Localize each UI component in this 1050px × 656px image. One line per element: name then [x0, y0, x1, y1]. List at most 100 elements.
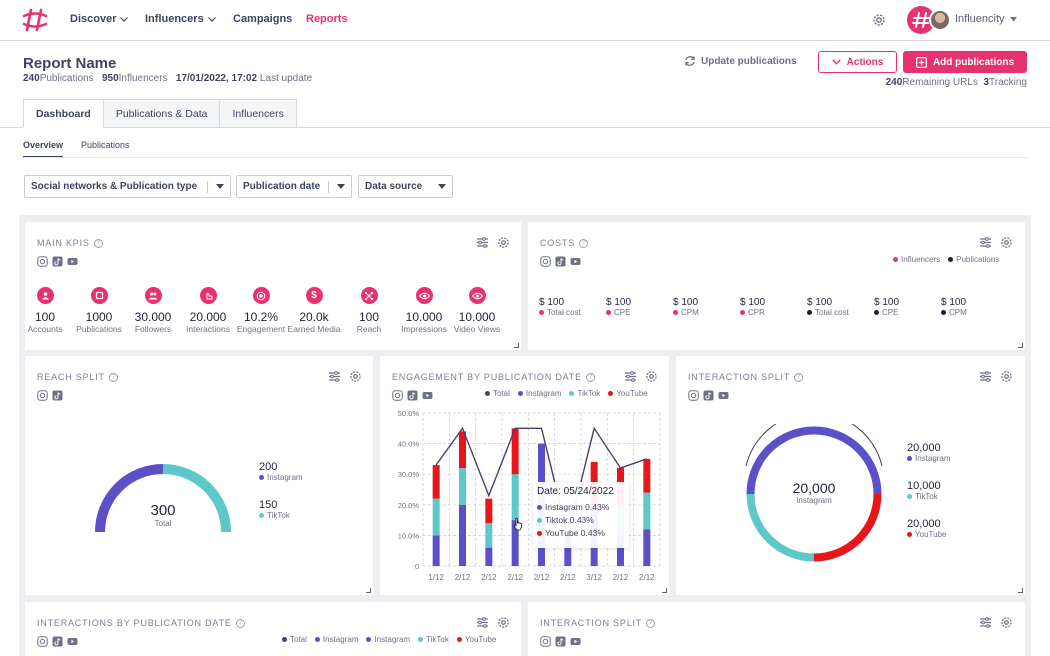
cost-label-row: Total cost [539, 308, 581, 317]
gauge-segment-instagram[interactable] [95, 464, 164, 533]
bar-youtube[interactable] [432, 465, 440, 499]
bar-instagram[interactable] [643, 529, 651, 566]
settings-gear-icon[interactable] [871, 12, 887, 28]
settings-gear-icon[interactable] [497, 616, 510, 629]
info-icon[interactable]: ? [235, 618, 245, 628]
legend-label-row: TikTok [907, 492, 941, 501]
y-tick-label: 0 [415, 562, 419, 571]
y-tick-label: 20.0% [398, 501, 420, 510]
add-publications-button[interactable]: Add publications [903, 51, 1027, 73]
bar-youtube[interactable] [459, 431, 466, 469]
bar-tiktok[interactable] [485, 523, 493, 548]
info-icon[interactable]: ? [646, 618, 656, 628]
filter-sliders-icon[interactable] [328, 370, 341, 383]
youtube-icon [67, 258, 78, 265]
filter-sliders-icon[interactable] [624, 370, 637, 383]
engagement-legend: Total Instagram TikTok YouTube [485, 389, 648, 398]
nav-discover[interactable]: Discover [70, 13, 129, 25]
settings-gear-icon[interactable] [497, 236, 510, 249]
donut-segment-youtube[interactable] [813, 493, 882, 562]
instagram-icon [688, 390, 699, 401]
info-icon[interactable]: ? [93, 238, 103, 248]
info-icon[interactable]: ? [579, 238, 589, 248]
nav-influencers[interactable]: Influencers [145, 13, 216, 25]
bar-instagram[interactable] [459, 504, 466, 566]
bar-instagram[interactable] [564, 535, 572, 566]
subtab-publications[interactable]: Publications [81, 140, 130, 150]
bar-instagram[interactable] [485, 547, 493, 566]
legend-value: 20,000 [907, 442, 941, 454]
bar-youtube[interactable] [485, 498, 493, 524]
main-kpis-card: MAIN KPIS ? 100 Accounts 1000 Publicatio… [25, 222, 521, 350]
update-publications-button[interactable]: Update publications [684, 55, 797, 67]
donut-segment-tiktok[interactable] [746, 493, 815, 562]
resize-handle[interactable] [1018, 588, 1023, 593]
line-total [435, 426, 648, 536]
subtab-overview[interactable]: Overview [23, 140, 64, 158]
info-icon[interactable]: ? [794, 372, 804, 382]
kpi-engagement: 10.2% Engagement [233, 287, 289, 334]
filter-sliders-icon[interactable] [979, 370, 992, 383]
youtube-icon [570, 638, 581, 645]
nav-campaigns[interactable]: Campaigns [233, 13, 292, 25]
bar-instagram[interactable] [511, 520, 519, 566]
info-icon[interactable]: ? [585, 372, 595, 382]
legend-dot [948, 257, 954, 263]
resize-handle[interactable] [514, 343, 519, 348]
filter-sliders-icon[interactable] [979, 616, 992, 629]
bar-instagram[interactable] [432, 535, 440, 566]
user-menu[interactable]: Influencity [955, 13, 1017, 25]
instagram-icon [37, 390, 48, 401]
reach-total-value: 300 [150, 502, 176, 519]
networks-filter-select[interactable]: Social networks & Publication type [24, 175, 231, 198]
filter-sliders-icon[interactable] [979, 236, 992, 249]
settings-gear-icon[interactable] [349, 370, 362, 383]
reach-split-title: REACH SPLIT [37, 372, 105, 382]
bar-youtube[interactable] [643, 458, 651, 493]
costs-title: COSTS [540, 238, 576, 248]
legend-dot [606, 310, 611, 316]
tooltip-label: YouTube [545, 528, 579, 538]
tooltip-row: Instagram 0.43% [537, 502, 625, 512]
bar-tiktok[interactable] [511, 474, 519, 521]
interaction-center-value: 20,000 [792, 480, 836, 496]
filter-sliders-icon[interactable] [476, 236, 489, 249]
resize-handle[interactable] [366, 588, 371, 593]
tab-dashboard[interactable]: Dashboard [23, 99, 104, 128]
legend-label: TikTok [426, 635, 449, 644]
resize-handle[interactable] [1018, 343, 1023, 348]
influencity-logo-icon[interactable] [22, 8, 48, 32]
bar-youtube[interactable] [511, 428, 519, 475]
actions-button[interactable]: Actions [818, 51, 897, 73]
bar-tiktok[interactable] [432, 498, 440, 536]
tiktok-icon [703, 390, 714, 401]
engagement-bar-chart[interactable]: 0 10.0% 20.0% 30.0% 40.0% 50.0% 1/12 2/12 2/12 2/… [380, 356, 669, 595]
info-icon[interactable]: ? [108, 372, 118, 382]
filter-sliders-icon[interactable] [476, 616, 489, 629]
tab-publications-data[interactable]: Publications & Data [103, 99, 221, 128]
kpi-value: 100 [358, 310, 380, 324]
settings-gear-icon[interactable] [1000, 616, 1013, 629]
legend-dot [907, 456, 912, 462]
bar-tiktok[interactable] [459, 468, 466, 505]
network-icons [37, 390, 63, 401]
settings-gear-icon[interactable] [1000, 370, 1013, 383]
tab-influencers[interactable]: Influencers [220, 99, 297, 128]
legend-label-row: TikTok [259, 511, 290, 520]
bar-tiktok[interactable] [643, 492, 651, 530]
data-source-filter-select[interactable]: Data source [358, 175, 453, 198]
gauge-segment-tiktok[interactable] [162, 464, 231, 533]
nav-reports[interactable]: Reports [306, 13, 348, 25]
card-tools [476, 236, 510, 249]
resize-handle[interactable] [662, 588, 667, 593]
reach-total: 300 Total [141, 502, 185, 528]
cost-item: $ 100 CPE [606, 297, 631, 317]
settings-gear-icon[interactable] [645, 370, 658, 383]
subtabs-divider [23, 157, 1027, 158]
donut-segment-instagram[interactable] [746, 426, 882, 495]
publication-date-filter-select[interactable]: Publication date [236, 175, 352, 198]
bar-instagram[interactable] [617, 535, 624, 566]
settings-gear-icon[interactable] [1000, 236, 1013, 249]
user-avatar[interactable] [907, 6, 953, 34]
cost-value: $ 100 [807, 297, 833, 308]
